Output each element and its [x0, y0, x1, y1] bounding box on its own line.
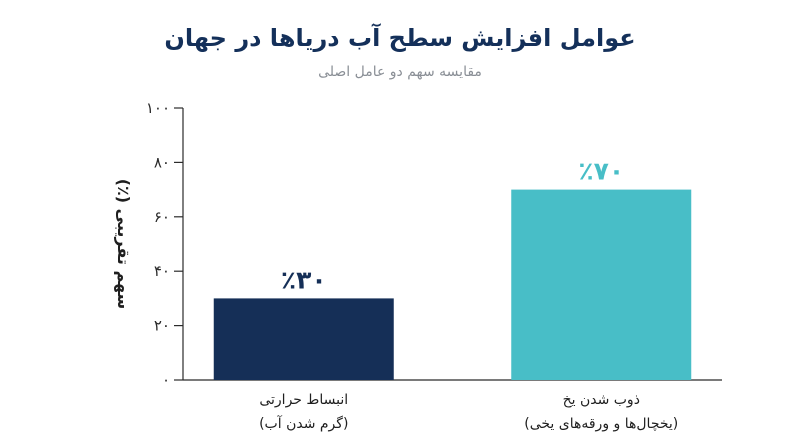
chart-subtitle: مقایسه سهم دو عامل اصلی [318, 64, 482, 80]
x-tick-label: انبساط حرارتی [259, 392, 348, 408]
x-tick-label: ذوب شدن یخ [563, 392, 640, 408]
bar [511, 189, 692, 380]
y-tick-label: ۱۰۰ [146, 99, 170, 117]
x-tick-label: (یخچال‌ها و ورقه‌های یخی) [524, 416, 678, 432]
y-tick-label: ۸۰ [154, 153, 170, 171]
bar-value-label: ٪۷۰ [578, 157, 624, 186]
y-axis-label: سهم تقریبی (٪) [114, 179, 133, 310]
chart-title: عوامل افزایش سطح آب دریاها در جهان [164, 24, 636, 52]
y-tick-label: ۴۰ [154, 262, 170, 280]
bar-value-label: ٪۳۰ [281, 265, 327, 294]
bar [213, 298, 394, 380]
y-tick-label: ۲۰ [154, 317, 170, 335]
x-tick-label: (گرم شدن آب) [259, 415, 348, 432]
y-tick-label: ۶۰ [154, 208, 170, 226]
y-tick-label: ۰ [162, 371, 170, 389]
